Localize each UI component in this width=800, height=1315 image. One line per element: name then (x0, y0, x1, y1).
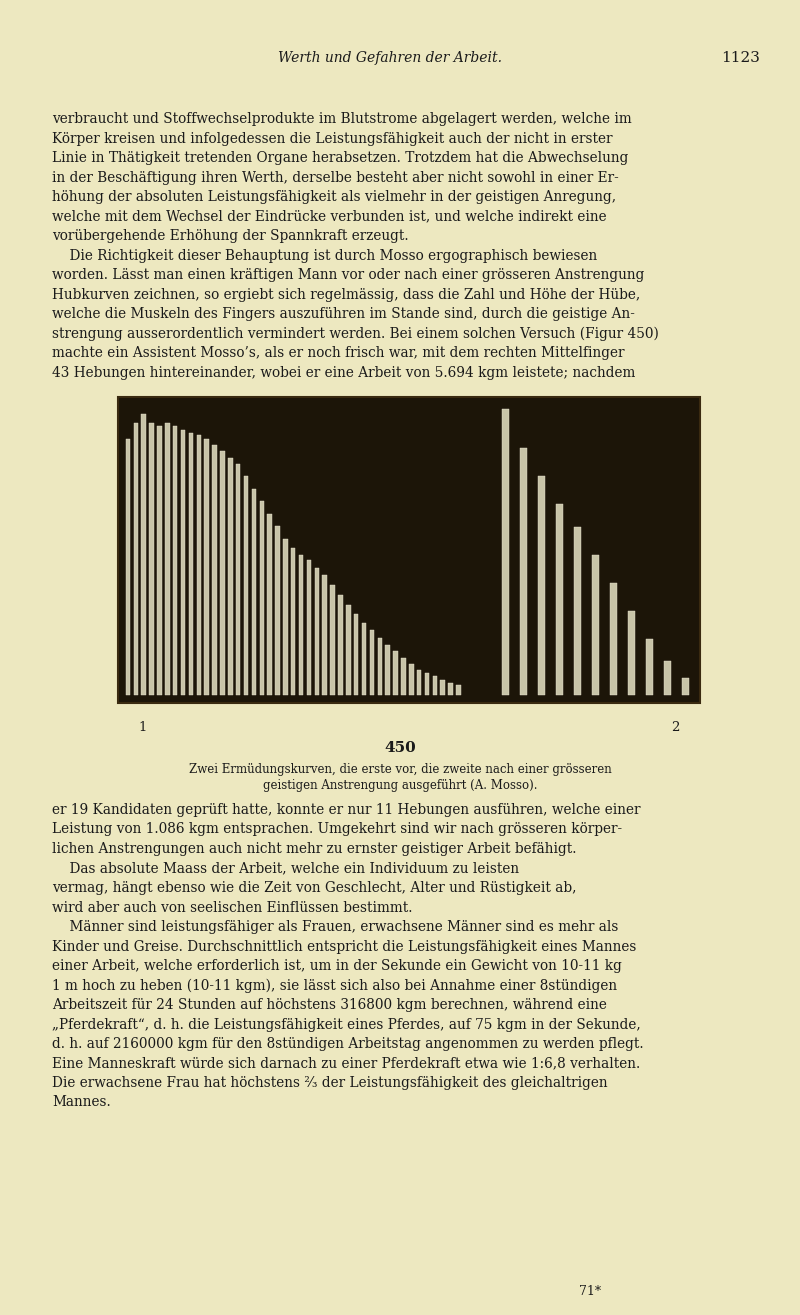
Text: geistigen Anstrengung ausgeführt (A. Mosso).: geistigen Anstrengung ausgeführt (A. Mos… (262, 778, 538, 792)
Bar (417, 671, 422, 696)
Text: Körper kreisen und infolgedessen die Leistungsfähigkeit auch der nicht in erster: Körper kreisen und infolgedessen die Lei… (52, 132, 613, 146)
Bar (126, 439, 130, 696)
Text: Zwei Ermüdungskurven, die erste vor, die zweite nach einer grösseren: Zwei Ermüdungskurven, die erste vor, die… (189, 763, 611, 776)
Bar (189, 433, 193, 696)
Bar (259, 501, 264, 696)
Text: 43 Hebungen hintereinander, wobei er eine Arbeit von 5.694 kgm leistete; nachdem: 43 Hebungen hintereinander, wobei er ein… (52, 366, 635, 380)
Text: 1123: 1123 (721, 51, 760, 64)
Bar (386, 646, 390, 696)
Text: Die erwachsene Frau hat höchstens ²⁄₃ der Leistungsfähigkeit des gleichaltrigen: Die erwachsene Frau hat höchstens ²⁄₃ de… (52, 1076, 608, 1090)
Text: machte ein Assistent Mosso’s, als er noch frisch war, mit dem rechten Mittelfing: machte ein Assistent Mosso’s, als er noc… (52, 346, 625, 360)
Bar (433, 676, 437, 696)
Text: Kinder und Greise. Durchschnittlich entspricht die Leistungsfähigkeit eines Mann: Kinder und Greise. Durchschnittlich ents… (52, 939, 636, 953)
Bar (134, 422, 138, 696)
Text: „Pferdekraft“, d. h. die Leistungsfähigkeit eines Pferdes, auf 75 kgm in der Sek: „Pferdekraft“, d. h. die Leistungsfähigk… (52, 1018, 641, 1031)
Text: Das absolute Maass der Arbeit, welche ein Individuum zu leisten: Das absolute Maass der Arbeit, welche ei… (52, 861, 519, 876)
Bar (425, 672, 430, 696)
Bar (401, 658, 406, 696)
Text: 71*: 71* (579, 1285, 601, 1298)
Bar (409, 664, 414, 696)
Text: Leistung von 1.086 kgm entsprachen. Umgekehrt sind wir nach grösseren körper-: Leistung von 1.086 kgm entsprachen. Umge… (52, 822, 622, 836)
Bar (314, 568, 319, 696)
Bar (158, 426, 162, 696)
Text: welche die Muskeln des Fingers auszuführen im Stande sind, durch die geistige An: welche die Muskeln des Fingers auszuführ… (52, 306, 635, 321)
Bar (181, 430, 186, 696)
Bar (394, 651, 398, 696)
Text: lichen Anstrengungen auch nicht mehr zu ernster geistiger Arbeit befähigt.: lichen Anstrengungen auch nicht mehr zu … (52, 842, 577, 856)
Bar (220, 451, 225, 696)
Text: 2: 2 (671, 721, 679, 734)
Text: vorübergehende Erhöhung der Spannkraft erzeugt.: vorübergehende Erhöhung der Spannkraft e… (52, 229, 409, 243)
Bar (252, 489, 256, 696)
Bar (646, 639, 653, 696)
Text: worden. Lässt man einen kräftigen Mann vor oder nach einer grösseren Anstrengung: worden. Lässt man einen kräftigen Mann v… (52, 268, 644, 281)
Bar (142, 414, 146, 696)
Text: vermag, hängt ebenso wie die Zeit von Geschlecht, Alter und Rüstigkeit ab,: vermag, hängt ebenso wie die Zeit von Ge… (52, 881, 577, 896)
Bar (118, 397, 700, 704)
Bar (173, 426, 178, 696)
Bar (346, 605, 350, 696)
Bar (370, 630, 374, 696)
Bar (299, 555, 303, 696)
Text: einer Arbeit, welche erforderlich ist, um in der Sekunde ein Gewicht von 10-11 k: einer Arbeit, welche erforderlich ist, u… (52, 959, 622, 973)
Text: Eine Manneskraft würde sich darnach zu einer Pferdekraft etwa wie 1:6,8 verhalte: Eine Manneskraft würde sich darnach zu e… (52, 1056, 640, 1070)
Bar (682, 679, 689, 696)
Bar (627, 611, 634, 696)
Bar (378, 638, 382, 696)
Text: Hubkurven zeichnen, so ergiebt sich regelmässig, dass die Zahl und Höhe der Hübe: Hubkurven zeichnen, so ergiebt sich rege… (52, 288, 640, 301)
Bar (165, 422, 170, 696)
Bar (591, 555, 598, 696)
Text: Werth und Gefahren der Arbeit.: Werth und Gefahren der Arbeit. (278, 51, 502, 64)
Text: Linie in Thätigkeit tretenden Organe herabsetzen. Trotzdem hat die Abwechselung: Linie in Thätigkeit tretenden Organe her… (52, 151, 628, 164)
Bar (236, 464, 241, 696)
Text: welche mit dem Wechsel der Eindrücke verbunden ist, und welche indirekt eine: welche mit dem Wechsel der Eindrücke ver… (52, 209, 606, 224)
Bar (197, 435, 201, 696)
Text: er 19 Kandidaten geprüft hatte, konnte er nur 11 Hebungen ausführen, welche eine: er 19 Kandidaten geprüft hatte, konnte e… (52, 803, 641, 817)
Text: höhung der absoluten Leistungsfähigkeit als vielmehr in der geistigen Anregung,: höhung der absoluten Leistungsfähigkeit … (52, 189, 616, 204)
Bar (441, 680, 445, 696)
Bar (291, 547, 295, 696)
Bar (228, 458, 233, 696)
Text: Männer sind leistungsfähiger als Frauen, erwachsene Männer sind es mehr als: Männer sind leistungsfähiger als Frauen,… (52, 920, 618, 934)
Text: Arbeitszeit für 24 Stunden auf höchstens 316800 kgm berechnen, während eine: Arbeitszeit für 24 Stunden auf höchstens… (52, 998, 607, 1013)
Bar (610, 583, 617, 696)
Bar (555, 505, 562, 696)
Text: d. h. auf 2160000 kgm für den 8stündigen Arbeitstag angenommen zu werden pflegt.: d. h. auf 2160000 kgm für den 8stündigen… (52, 1038, 644, 1051)
Bar (205, 439, 209, 696)
Bar (322, 575, 327, 696)
Bar (338, 596, 342, 696)
Bar (212, 446, 217, 696)
Text: verbraucht und Stoffwechselprodukte im Blutstrome abgelagert werden, welche im: verbraucht und Stoffwechselprodukte im B… (52, 112, 632, 126)
Bar (244, 476, 248, 696)
Bar (150, 422, 154, 696)
Bar (448, 682, 453, 696)
Text: Die Richtigkeit dieser Behauptung ist durch Mosso ergographisch bewiesen: Die Richtigkeit dieser Behauptung ist du… (52, 249, 598, 263)
Bar (574, 527, 581, 696)
Bar (519, 448, 526, 696)
Bar (538, 476, 545, 696)
Bar (663, 661, 670, 696)
Text: strengung ausserordentlich vermindert werden. Bei einem solchen Versuch (Figur 4: strengung ausserordentlich vermindert we… (52, 326, 659, 341)
Text: in der Beschäftigung ihren Werth, derselbe besteht aber nicht sowohl in einer Er: in der Beschäftigung ihren Werth, dersel… (52, 171, 618, 184)
Text: 1: 1 (139, 721, 147, 734)
Bar (362, 622, 366, 696)
Text: 450: 450 (384, 740, 416, 755)
Bar (456, 685, 461, 696)
Bar (354, 614, 358, 696)
Bar (330, 585, 335, 696)
Bar (275, 526, 280, 696)
Bar (502, 409, 509, 696)
Text: Mannes.: Mannes. (52, 1095, 110, 1110)
Bar (267, 514, 272, 696)
Bar (306, 560, 311, 696)
Text: 1 m hoch zu heben (10-11 kgm), sie lässt sich also bei Annahme einer 8stündigen: 1 m hoch zu heben (10-11 kgm), sie lässt… (52, 978, 617, 993)
Bar (283, 539, 288, 696)
Text: wird aber auch von seelischen Einflüssen bestimmt.: wird aber auch von seelischen Einflüssen… (52, 901, 413, 914)
